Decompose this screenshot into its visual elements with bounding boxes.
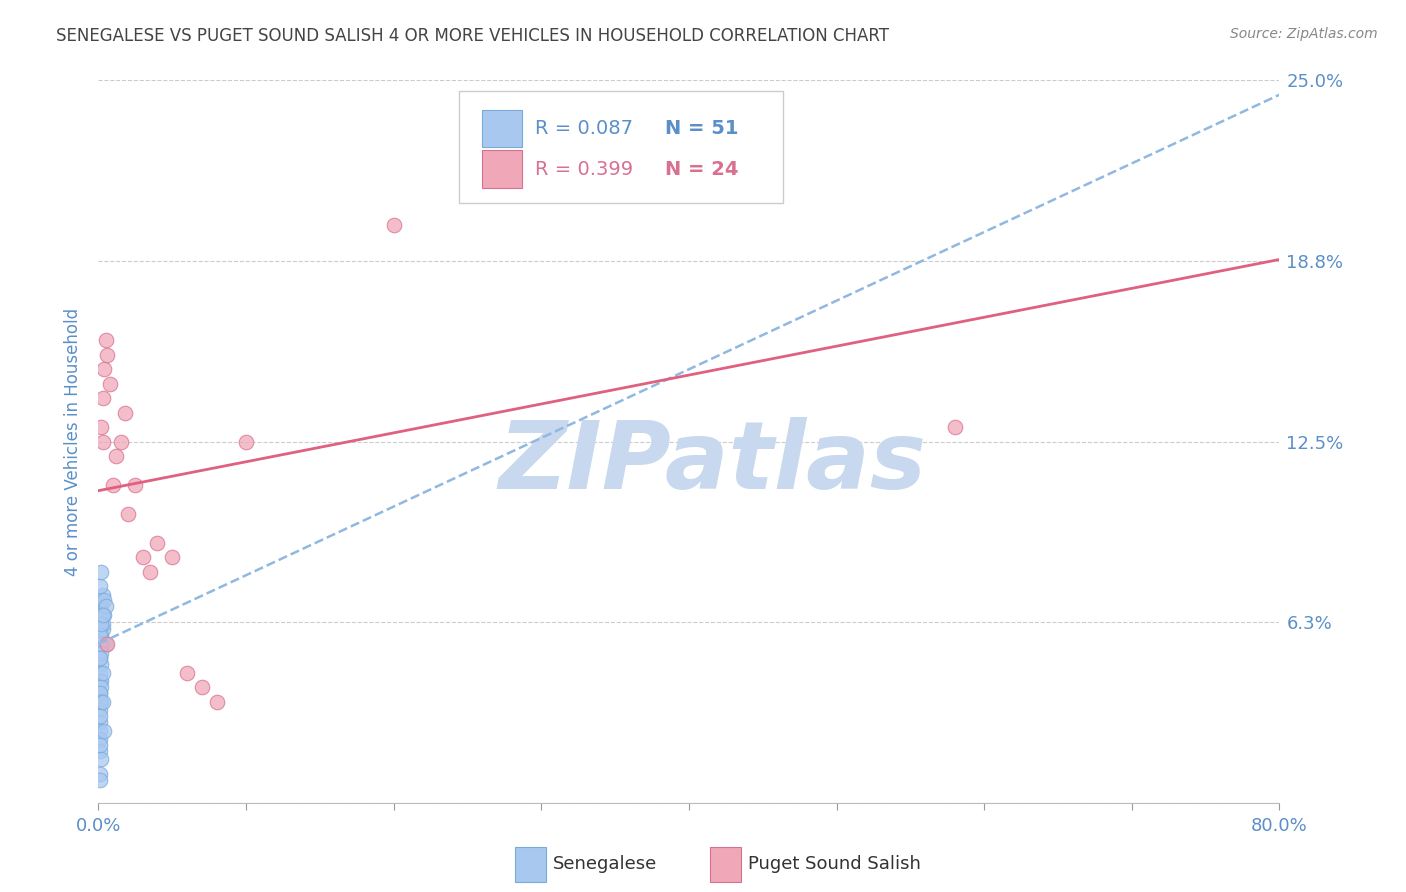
Point bbox=[117, 507, 139, 521]
Point bbox=[89, 709, 111, 723]
Point bbox=[132, 550, 155, 565]
Point bbox=[89, 579, 111, 593]
Point bbox=[191, 680, 214, 694]
Text: Puget Sound Salish: Puget Sound Salish bbox=[748, 855, 921, 873]
Point bbox=[89, 623, 111, 637]
Point bbox=[89, 772, 111, 787]
Point bbox=[89, 628, 111, 642]
Point bbox=[105, 449, 128, 463]
Y-axis label: 4 or more Vehicles in Household: 4 or more Vehicles in Household bbox=[65, 308, 83, 575]
Point bbox=[89, 623, 111, 637]
Point bbox=[89, 686, 111, 700]
Text: N = 24: N = 24 bbox=[665, 160, 738, 178]
Point bbox=[89, 703, 111, 717]
Point bbox=[91, 637, 114, 651]
FancyBboxPatch shape bbox=[482, 151, 523, 188]
FancyBboxPatch shape bbox=[458, 91, 783, 203]
Point bbox=[89, 738, 111, 752]
Point bbox=[89, 637, 111, 651]
FancyBboxPatch shape bbox=[710, 847, 741, 882]
Point bbox=[146, 535, 169, 549]
Point bbox=[943, 420, 966, 434]
Point bbox=[96, 348, 118, 362]
Point bbox=[96, 637, 118, 651]
Point bbox=[89, 593, 111, 607]
Point bbox=[93, 362, 115, 376]
Point bbox=[90, 607, 112, 622]
Point bbox=[89, 686, 111, 700]
Point bbox=[98, 376, 121, 391]
Point bbox=[89, 744, 111, 758]
Text: Senegalese: Senegalese bbox=[553, 855, 658, 873]
Point bbox=[90, 593, 112, 607]
Point bbox=[94, 334, 117, 348]
Point bbox=[91, 695, 114, 709]
Point bbox=[162, 550, 183, 565]
Point bbox=[90, 565, 112, 579]
FancyBboxPatch shape bbox=[482, 110, 523, 147]
Point bbox=[235, 434, 257, 449]
Point bbox=[90, 646, 112, 660]
Point bbox=[90, 674, 112, 689]
Point bbox=[93, 593, 115, 607]
Point bbox=[91, 623, 114, 637]
Point bbox=[124, 478, 146, 492]
Point bbox=[89, 651, 111, 665]
Text: SENEGALESE VS PUGET SOUND SALISH 4 OR MORE VEHICLES IN HOUSEHOLD CORRELATION CHA: SENEGALESE VS PUGET SOUND SALISH 4 OR MO… bbox=[56, 27, 889, 45]
Point bbox=[90, 616, 112, 631]
Point bbox=[110, 434, 132, 449]
Point bbox=[89, 665, 111, 680]
Point bbox=[139, 565, 162, 579]
Point bbox=[93, 723, 115, 738]
Point bbox=[89, 714, 111, 729]
Point bbox=[90, 616, 112, 631]
Point bbox=[176, 665, 198, 680]
Point bbox=[89, 674, 111, 689]
Point bbox=[90, 420, 112, 434]
Point bbox=[93, 607, 115, 622]
Text: R = 0.087: R = 0.087 bbox=[536, 120, 634, 138]
Text: N = 51: N = 51 bbox=[665, 120, 738, 138]
Point bbox=[89, 695, 111, 709]
Point bbox=[89, 651, 111, 665]
Point bbox=[91, 588, 114, 602]
Point bbox=[91, 665, 114, 680]
Text: ZIPatlas: ZIPatlas bbox=[499, 417, 927, 509]
Text: Source: ZipAtlas.com: Source: ZipAtlas.com bbox=[1230, 27, 1378, 41]
Point bbox=[94, 599, 117, 614]
Point bbox=[90, 599, 112, 614]
Point bbox=[90, 695, 112, 709]
Point bbox=[382, 218, 405, 232]
Point bbox=[91, 391, 114, 405]
Point bbox=[205, 695, 228, 709]
Point bbox=[90, 680, 112, 694]
Point bbox=[103, 478, 125, 492]
Point bbox=[90, 628, 112, 642]
Point bbox=[89, 723, 111, 738]
Point bbox=[91, 616, 114, 631]
Text: R = 0.399: R = 0.399 bbox=[536, 160, 634, 178]
Point bbox=[91, 607, 114, 622]
FancyBboxPatch shape bbox=[516, 847, 546, 882]
Point bbox=[89, 767, 111, 781]
Point bbox=[90, 752, 112, 766]
Point bbox=[91, 434, 114, 449]
Point bbox=[90, 637, 112, 651]
Point bbox=[89, 607, 111, 622]
Point bbox=[89, 628, 111, 642]
Point bbox=[94, 637, 117, 651]
Point bbox=[114, 406, 136, 420]
Point bbox=[89, 732, 111, 747]
Point bbox=[89, 637, 111, 651]
Point bbox=[90, 657, 112, 671]
